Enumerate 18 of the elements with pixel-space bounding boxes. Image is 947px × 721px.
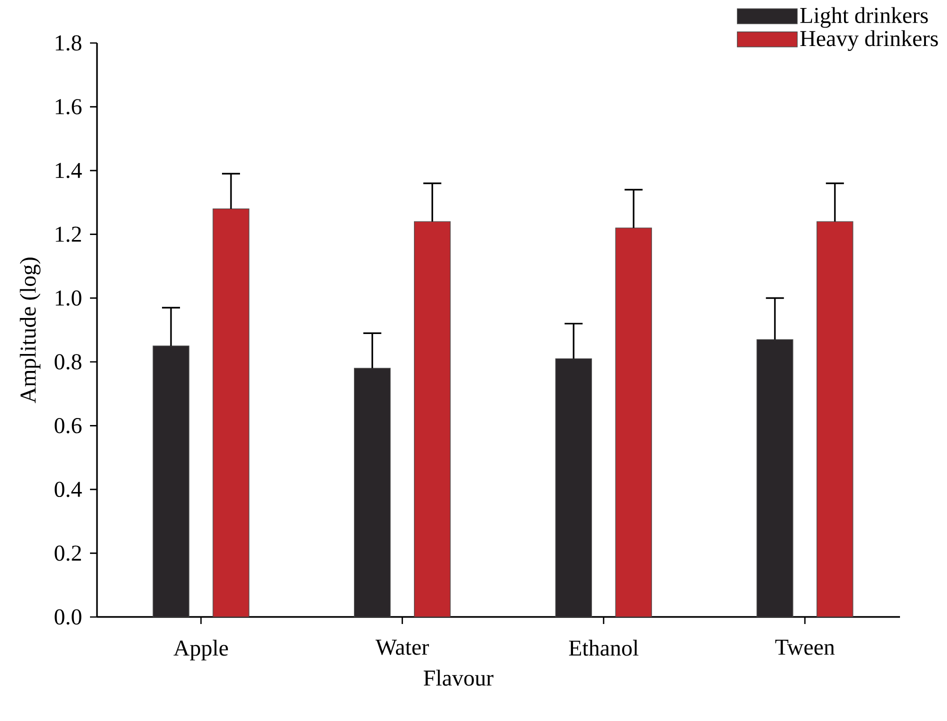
y-axis-title: Amplitude (log)	[20, 258, 40, 404]
y-tick-label: 0.2	[54, 546, 81, 561]
legend-label: Light drinkers	[800, 7, 928, 28]
y-tick-label: 1.8	[56, 35, 82, 51]
y-tick-label: 0.8	[54, 354, 82, 370]
y-tick-label: 1.0	[56, 290, 82, 306]
x-tick-label: Ethanol	[569, 640, 638, 656]
x-tick-label: Water	[376, 640, 429, 655]
y-tick-label: 0.4	[54, 482, 82, 498]
x-tick-label: Apple	[174, 640, 228, 660]
y-tick-label: 0.0	[54, 609, 82, 625]
y-tick-label: 0.6	[54, 418, 82, 434]
y-tick-label: 1.4	[56, 162, 82, 178]
y-tick-label: 1.2	[56, 226, 81, 242]
x-tick-label: Tween	[775, 640, 835, 655]
x-axis-title: Flavour	[424, 670, 494, 686]
legend-label: Heavy drinkers	[800, 30, 938, 51]
y-tick-label: 1.6	[56, 99, 82, 114]
